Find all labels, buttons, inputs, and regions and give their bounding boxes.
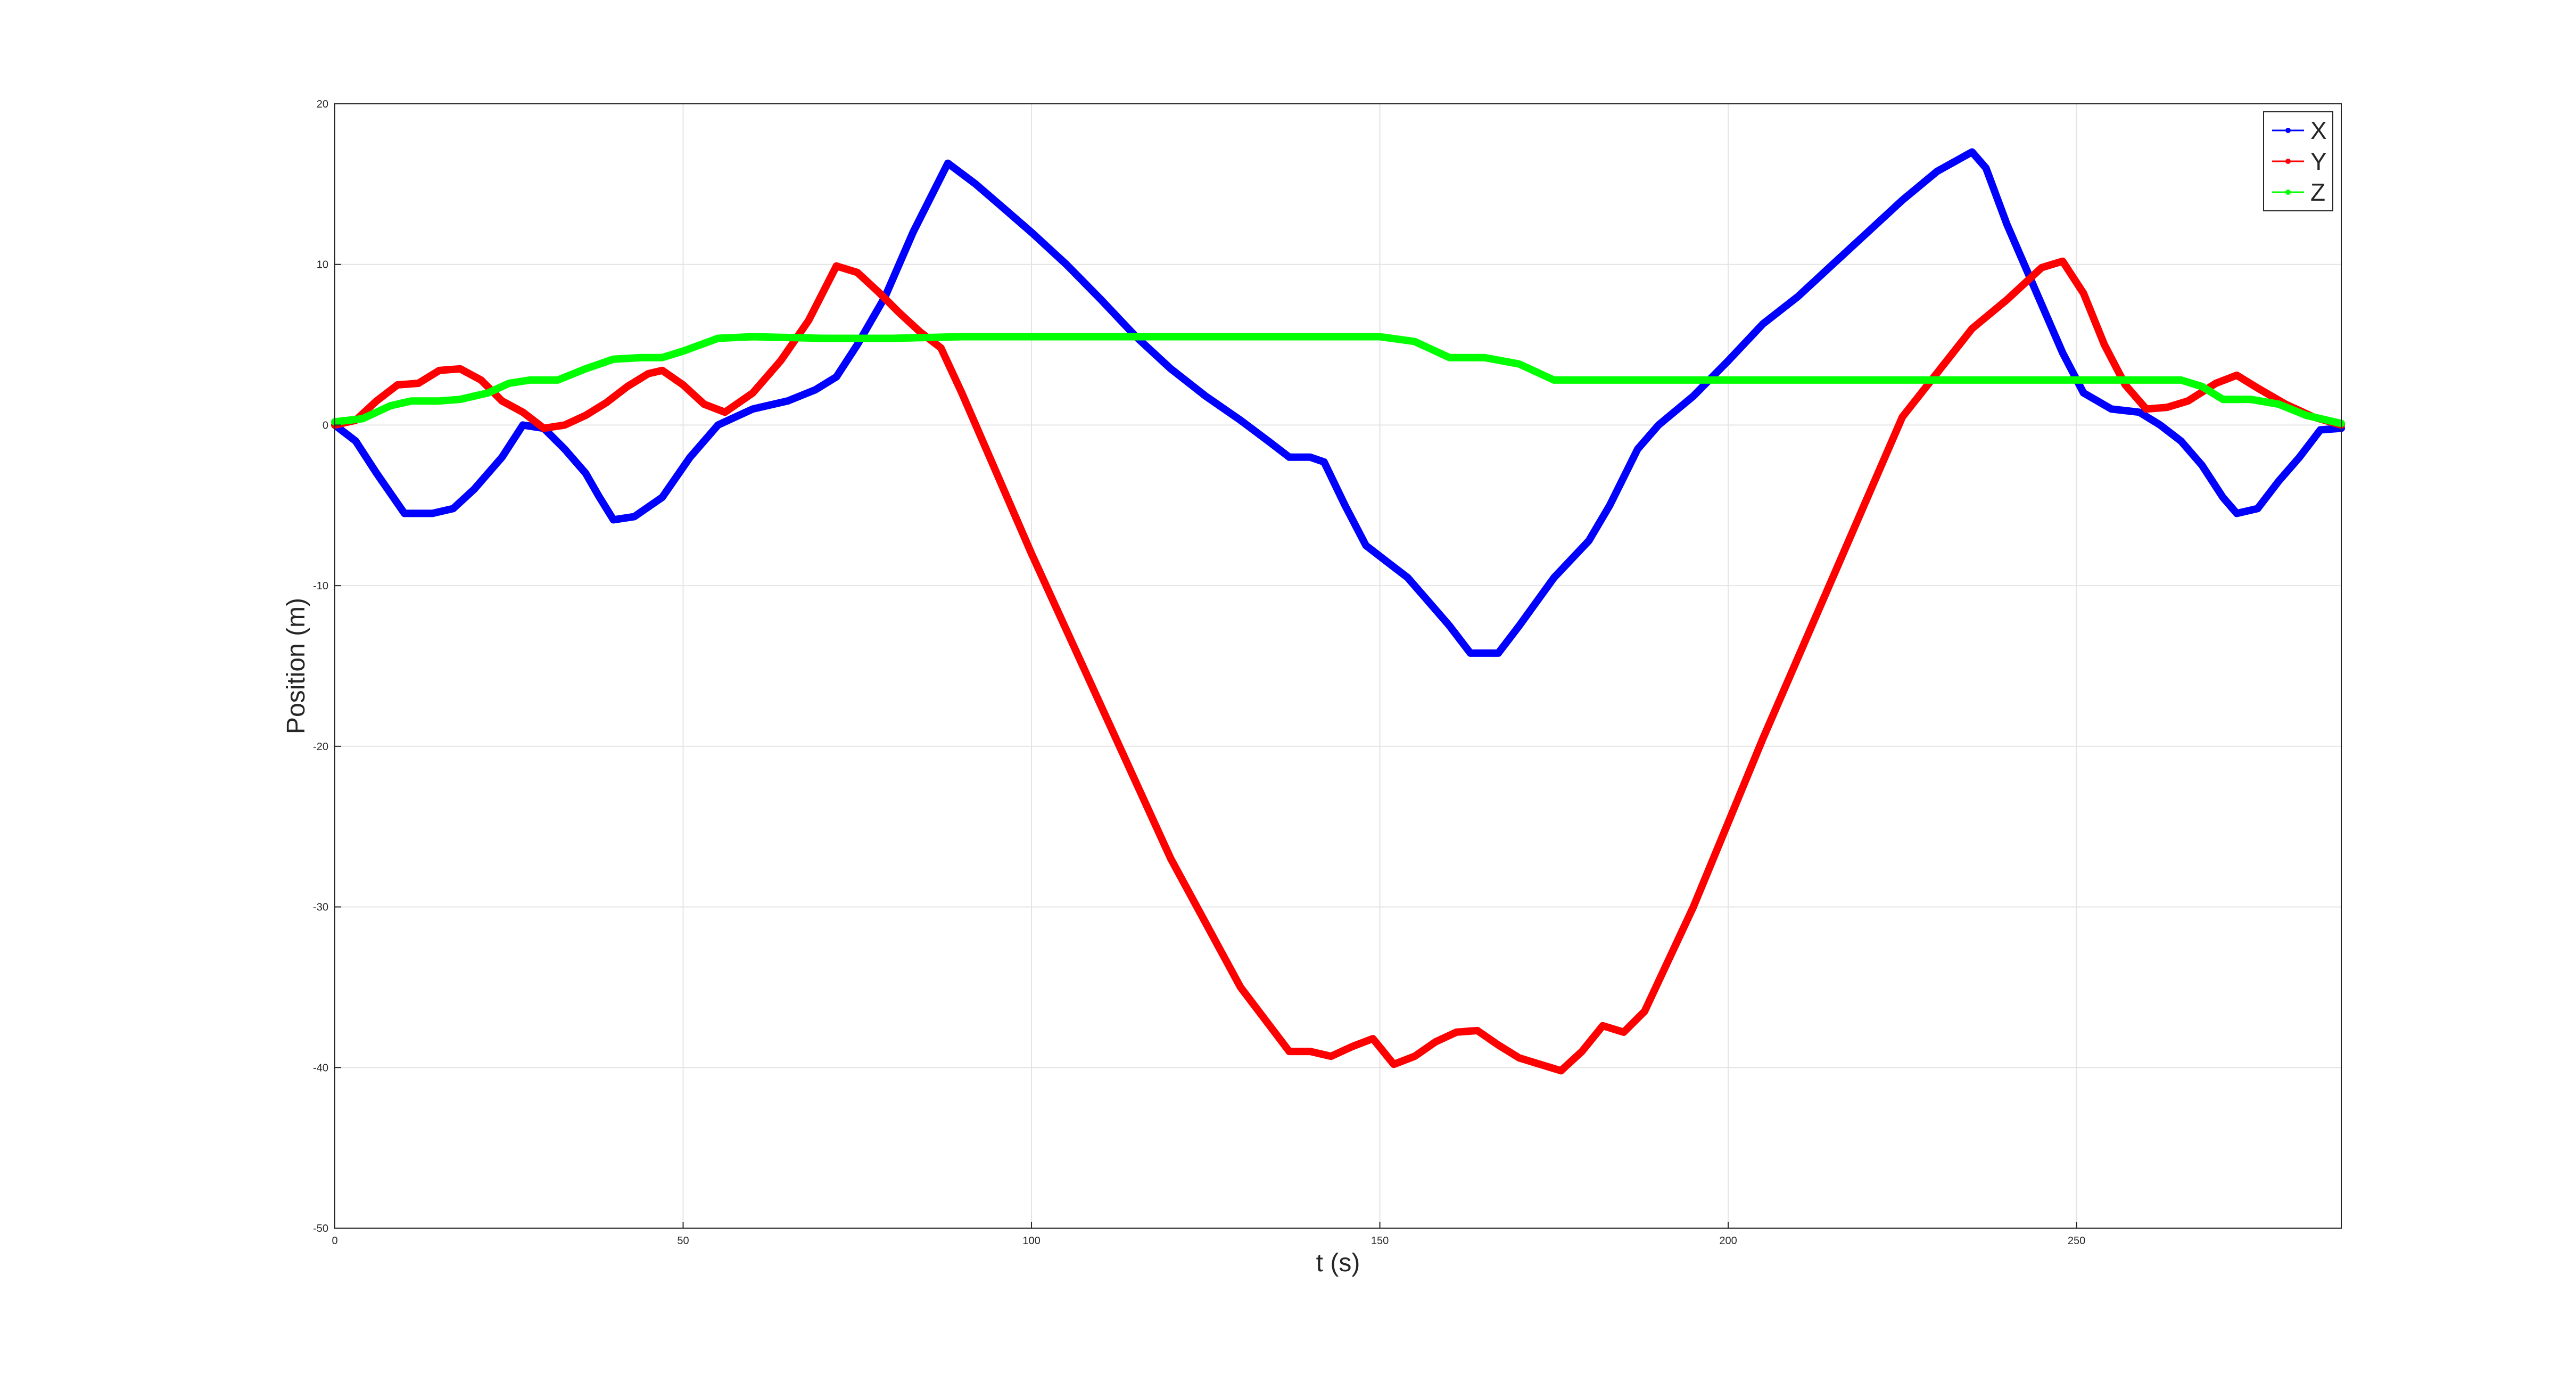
y-tick-label: 0 <box>323 419 328 431</box>
y-tick-label: 20 <box>317 98 328 110</box>
x-tick-label: 200 <box>1719 1235 1737 1247</box>
x-axis-label: t (s) <box>1316 1249 1360 1277</box>
series-line-x <box>331 148 2345 657</box>
x-tick-label: 50 <box>677 1235 689 1247</box>
axes-frame <box>334 103 2342 1229</box>
legend-marker-z <box>2285 190 2291 195</box>
legend-marker-x <box>2285 128 2291 133</box>
x-tick-label: 100 <box>1022 1235 1040 1247</box>
y-tick-label: -50 <box>313 1223 328 1235</box>
legend: XYZ <box>2263 111 2333 211</box>
x-tick-label: 150 <box>1371 1235 1389 1247</box>
y-tick-label: -40 <box>313 1062 328 1074</box>
legend-marker-y <box>2285 159 2291 164</box>
axes-background <box>335 104 2341 1228</box>
y-axis-label: Position (m) <box>282 598 310 734</box>
y-tick-label: -20 <box>313 741 328 753</box>
legend-label-y: Y <box>2310 147 2327 175</box>
y-tick-label: -30 <box>313 902 328 914</box>
x-tick-label: 0 <box>332 1235 337 1247</box>
y-tick-label: -10 <box>313 580 328 592</box>
legend-label-x: X <box>2310 117 2327 144</box>
legend-label-z: Z <box>2310 178 2325 206</box>
x-tick-label: 250 <box>2068 1235 2085 1247</box>
series-layer <box>331 148 2345 1075</box>
series-line-y <box>331 257 2345 1075</box>
y-tick-label: 10 <box>317 259 328 271</box>
series-line-z <box>331 333 2345 427</box>
